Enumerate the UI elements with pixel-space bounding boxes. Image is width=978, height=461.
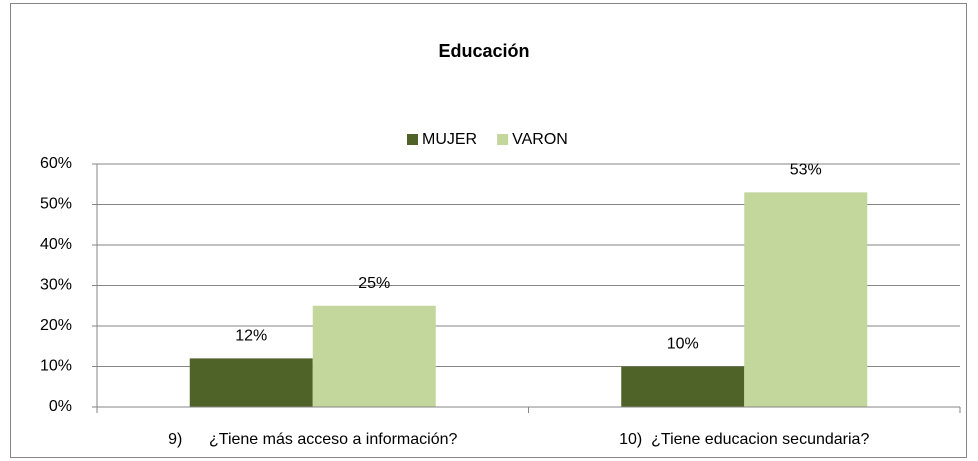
y-tick-label: 0% — [49, 398, 72, 415]
value-label: 53% — [790, 162, 822, 179]
y-tick-label: 20% — [40, 317, 72, 334]
legend-swatch — [407, 134, 418, 145]
y-tick-label: 10% — [40, 358, 72, 375]
value-label: 12% — [235, 328, 267, 345]
bar — [189, 358, 313, 407]
bar — [312, 305, 436, 407]
bar — [621, 366, 745, 407]
value-label: 25% — [358, 275, 390, 292]
value-label: 10% — [667, 336, 699, 353]
x-tick-label: 10) ¿Tiene educacion secundaria? — [619, 431, 869, 448]
legend-label: MUJER — [422, 131, 477, 148]
legend-swatch — [497, 134, 509, 145]
y-tick-label: 60% — [40, 155, 72, 172]
y-tick-label: 40% — [40, 236, 72, 253]
y-tick-label: 30% — [40, 277, 72, 294]
chart-title: Educación — [438, 41, 529, 61]
bar — [744, 192, 868, 407]
y-tick-label: 50% — [40, 196, 72, 213]
legend-label: VARON — [512, 131, 568, 148]
x-tick-label: 9) ¿Tiene más acceso a información? — [168, 431, 457, 448]
